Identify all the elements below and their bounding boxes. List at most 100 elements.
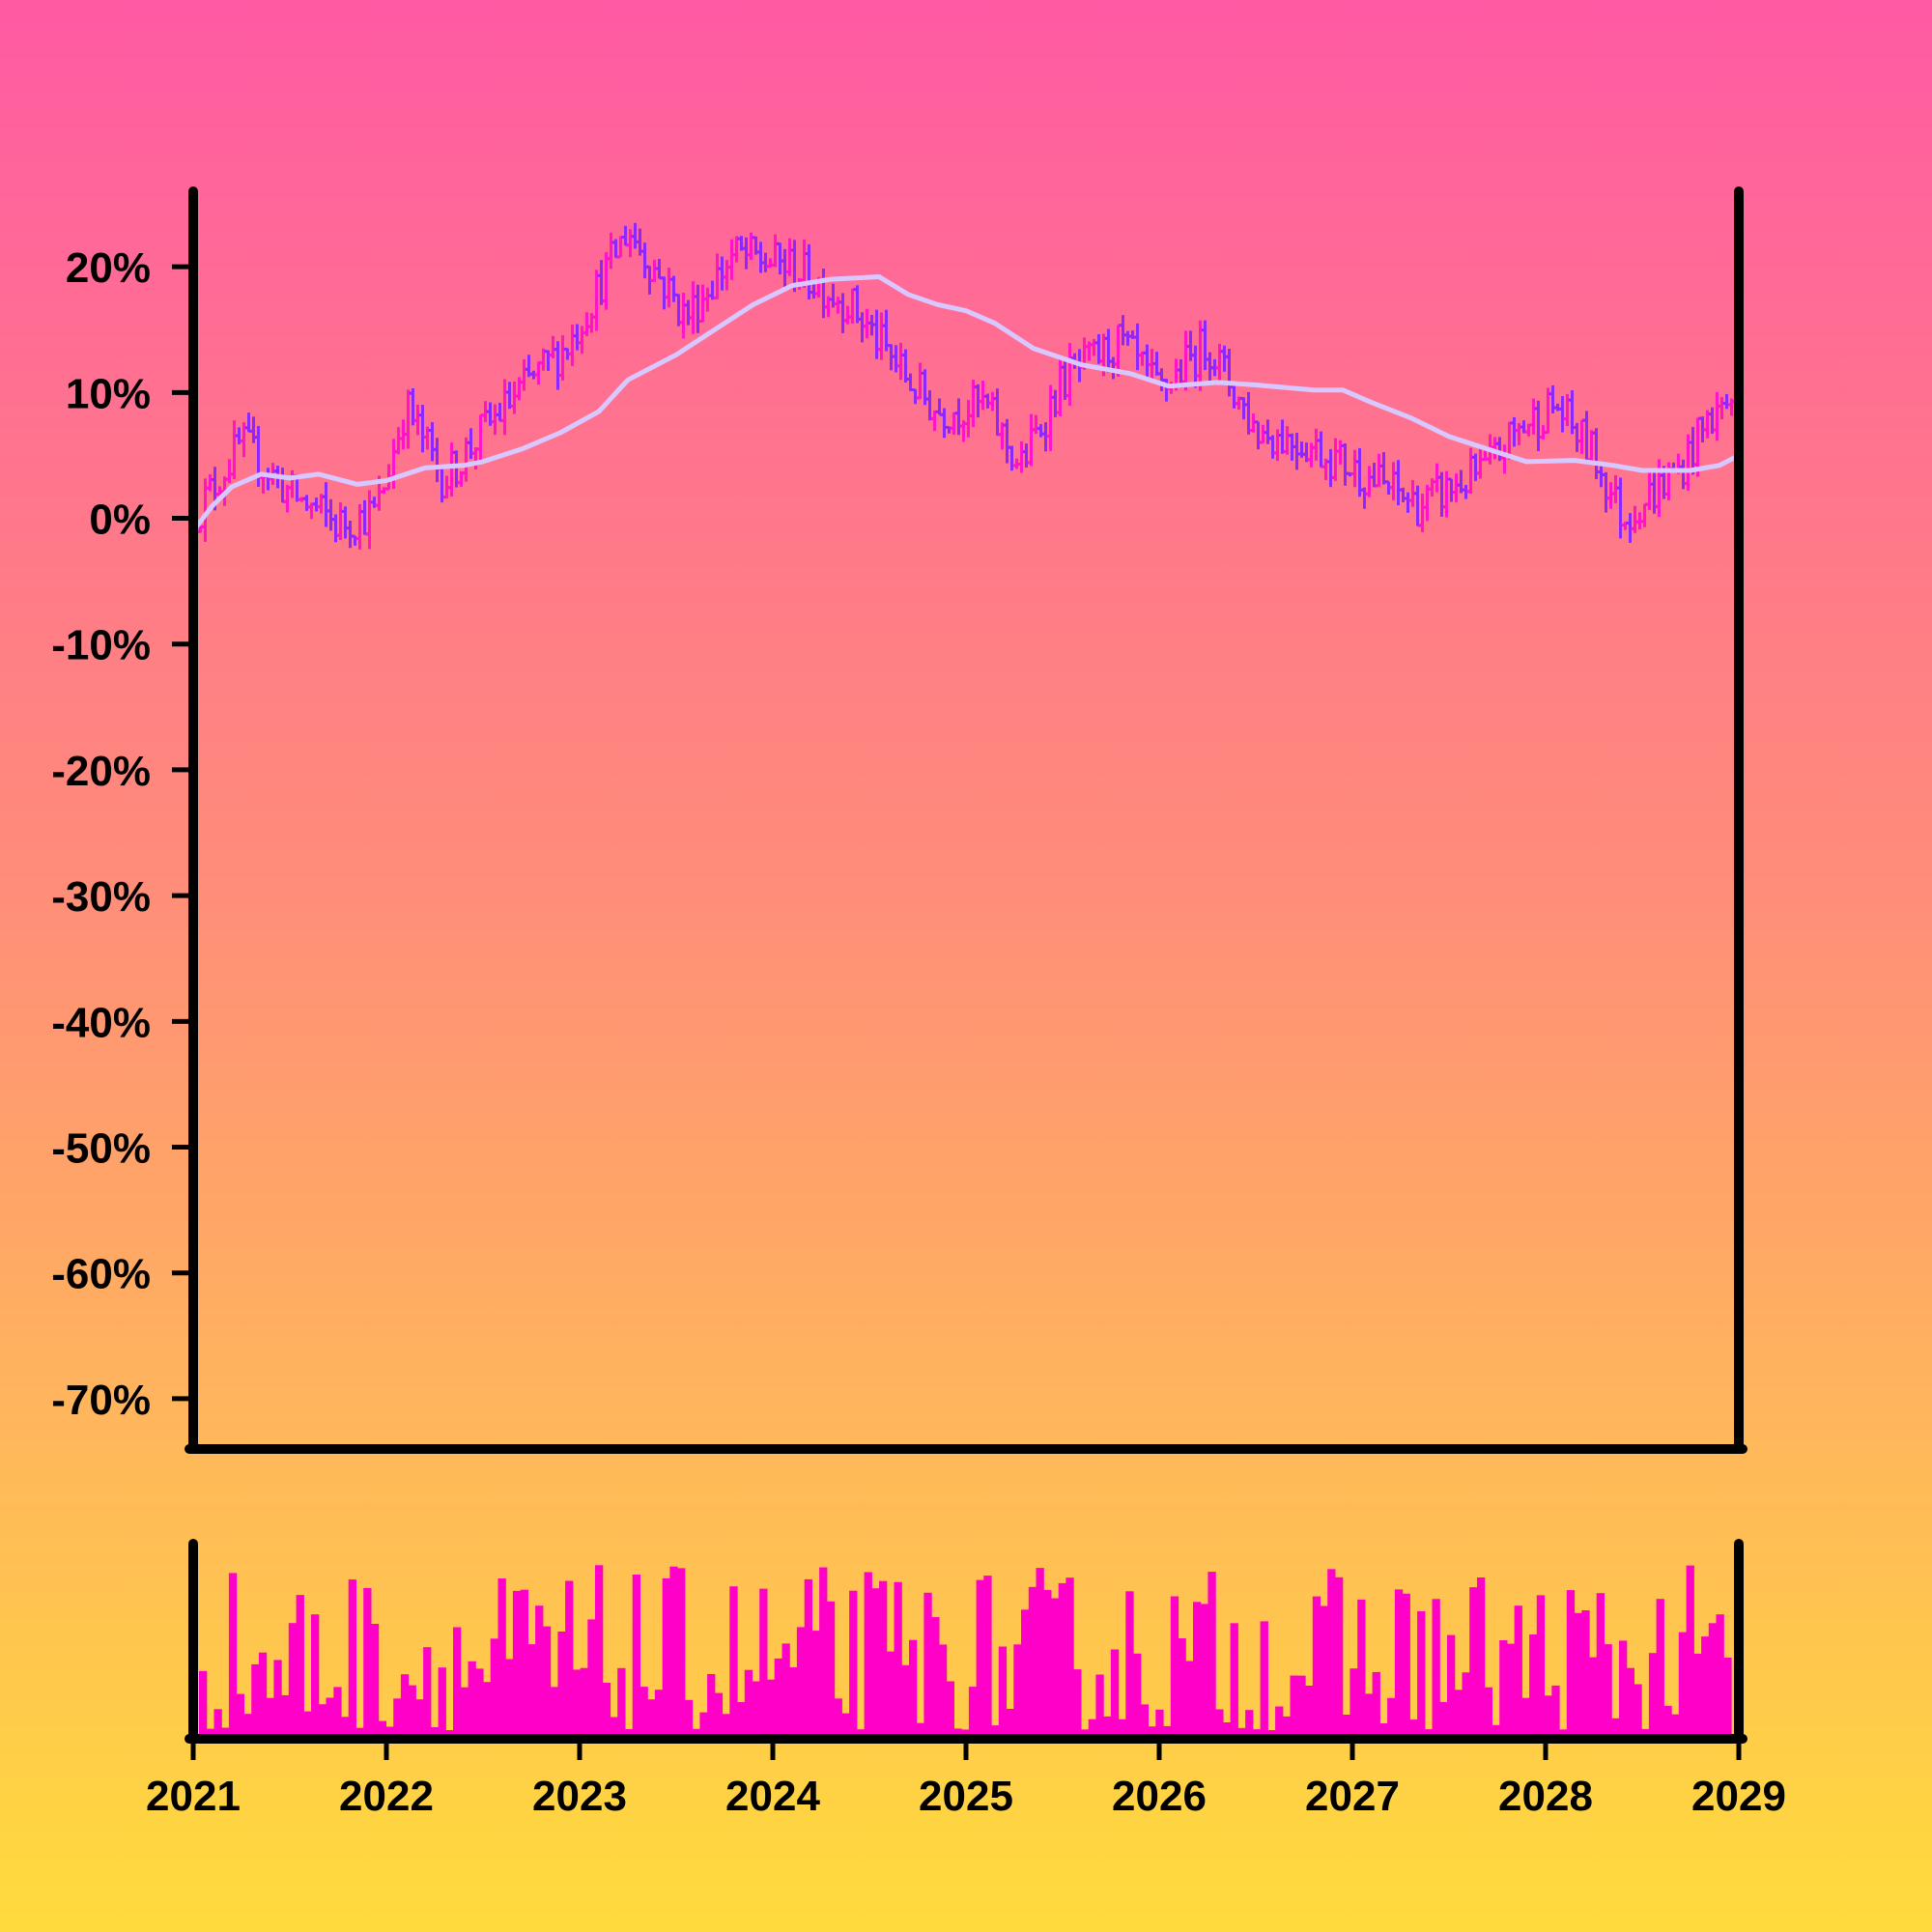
volume-bar — [938, 1644, 948, 1739]
ohlc-bar — [404, 389, 412, 449]
ohlc-bar — [607, 232, 615, 270]
y-tick-label: 0% — [89, 497, 151, 544]
volume-bar — [1282, 1716, 1292, 1739]
volume-bar — [1118, 1719, 1126, 1739]
volume-bar — [1013, 1644, 1022, 1739]
x-tick-label: 2029 — [1691, 1773, 1786, 1820]
volume-bar — [1506, 1643, 1516, 1739]
volume-bar — [968, 1687, 978, 1739]
volume-bar — [1305, 1686, 1314, 1739]
volume-bar — [512, 1590, 522, 1739]
ohlc-bar — [471, 447, 480, 470]
volume-bar — [1596, 1593, 1605, 1739]
ohlc-bar — [1587, 430, 1596, 464]
volume-bar — [1178, 1638, 1186, 1739]
volume-bar — [1133, 1653, 1142, 1739]
ohlc-bar — [1365, 466, 1374, 497]
ohlc-bar — [1718, 397, 1726, 420]
volume-bar — [1051, 1598, 1060, 1739]
ohlc-bar — [694, 284, 702, 333]
volume-bar — [1028, 1586, 1037, 1739]
ohlc-bar — [771, 234, 780, 268]
ohlc-bar — [582, 312, 591, 336]
ohlc-bar — [848, 288, 857, 324]
volume-bar — [1544, 1695, 1552, 1739]
volume-bar — [602, 1683, 611, 1739]
ohlc-bar — [1500, 444, 1509, 474]
ohlc-bar — [549, 335, 557, 358]
volume-bar — [841, 1713, 850, 1739]
ohlc-bar — [1534, 400, 1543, 452]
volume-bar — [497, 1578, 506, 1739]
volume-bar — [542, 1626, 552, 1739]
ohlc-bar — [1375, 453, 1383, 488]
volume-bar — [879, 1580, 888, 1739]
volume-bar — [789, 1667, 798, 1739]
volume-bar — [1155, 1709, 1164, 1739]
ohlc-bar — [1331, 438, 1340, 481]
ohlc-bar — [1220, 345, 1229, 372]
ohlc-bar — [776, 242, 784, 275]
volume-bar — [1222, 1722, 1232, 1739]
volume-bar — [258, 1652, 268, 1739]
volume-bar — [834, 1698, 842, 1739]
ohlc-bar — [1510, 416, 1519, 447]
volume-bar — [1611, 1718, 1620, 1739]
volume-bar — [916, 1722, 924, 1739]
ohlc-bar — [230, 420, 239, 479]
volume-bar — [1484, 1687, 1492, 1739]
ohlc-bar — [413, 404, 422, 436]
ohlc-bar — [346, 521, 355, 549]
ohlc-bar — [800, 240, 809, 289]
ohlc-bar — [1655, 459, 1663, 518]
volume-bar — [639, 1687, 648, 1739]
volume-bar — [348, 1579, 356, 1739]
ohlc-bar — [1713, 391, 1721, 441]
volume-bar — [1477, 1577, 1486, 1739]
ohlc-bar — [727, 239, 736, 280]
volume-bar — [1088, 1719, 1096, 1739]
ohlc-bar — [1645, 469, 1654, 510]
volume-bar — [1663, 1705, 1672, 1739]
ohlc-bar — [1558, 396, 1567, 433]
price-bars-group — [191, 222, 1741, 550]
volume-bar — [408, 1685, 416, 1739]
volume-bar — [303, 1711, 312, 1739]
ohlc-bar — [1452, 473, 1461, 502]
x-tick-label: 2026 — [1112, 1773, 1207, 1820]
ohlc-bar — [640, 242, 649, 279]
volume-bar — [894, 1581, 902, 1739]
ohlc-bar — [1119, 315, 1127, 346]
x-tick-label: 2023 — [532, 1773, 627, 1820]
ohlc-bar — [428, 422, 437, 462]
volume-bar — [1566, 1590, 1576, 1739]
volume-bar — [385, 1726, 394, 1739]
volume-bar — [991, 1725, 1000, 1739]
y-tick-label: -30% — [51, 873, 151, 921]
ohlc-bar — [278, 468, 287, 503]
ohlc-bar — [1317, 431, 1325, 469]
ohlc-bar — [1548, 384, 1557, 413]
ohlc-bar — [1254, 420, 1263, 450]
y-ticks-group: 20% 10% 0% -10% -20% -30% -40% -50% -60% -70% — [51, 244, 193, 1424]
ohlc-bar — [896, 342, 905, 381]
volume-bar — [692, 1728, 700, 1739]
ohlc-bar — [534, 361, 543, 385]
volume-bar — [1626, 1667, 1634, 1739]
volume-bar — [849, 1590, 858, 1739]
x-ticks-group: 2021 2022 2023 2024 2025 2026 2027 2028 2029 — [146, 1739, 1786, 1820]
x-tick-label: 2027 — [1305, 1773, 1400, 1820]
ohlc-bar — [1640, 502, 1649, 527]
ohlc-bar — [1350, 449, 1359, 488]
ohlc-bar — [1336, 440, 1345, 465]
volume-bar — [535, 1605, 544, 1739]
volume-bar — [1656, 1599, 1664, 1739]
ohlc-bar — [810, 283, 818, 299]
volume-bar — [1297, 1675, 1306, 1739]
ohlc-bar — [935, 398, 944, 416]
ohlc-bar — [785, 238, 794, 276]
volume-bar — [326, 1697, 334, 1739]
volume-bar — [266, 1697, 274, 1739]
volume-bar — [1469, 1587, 1478, 1739]
